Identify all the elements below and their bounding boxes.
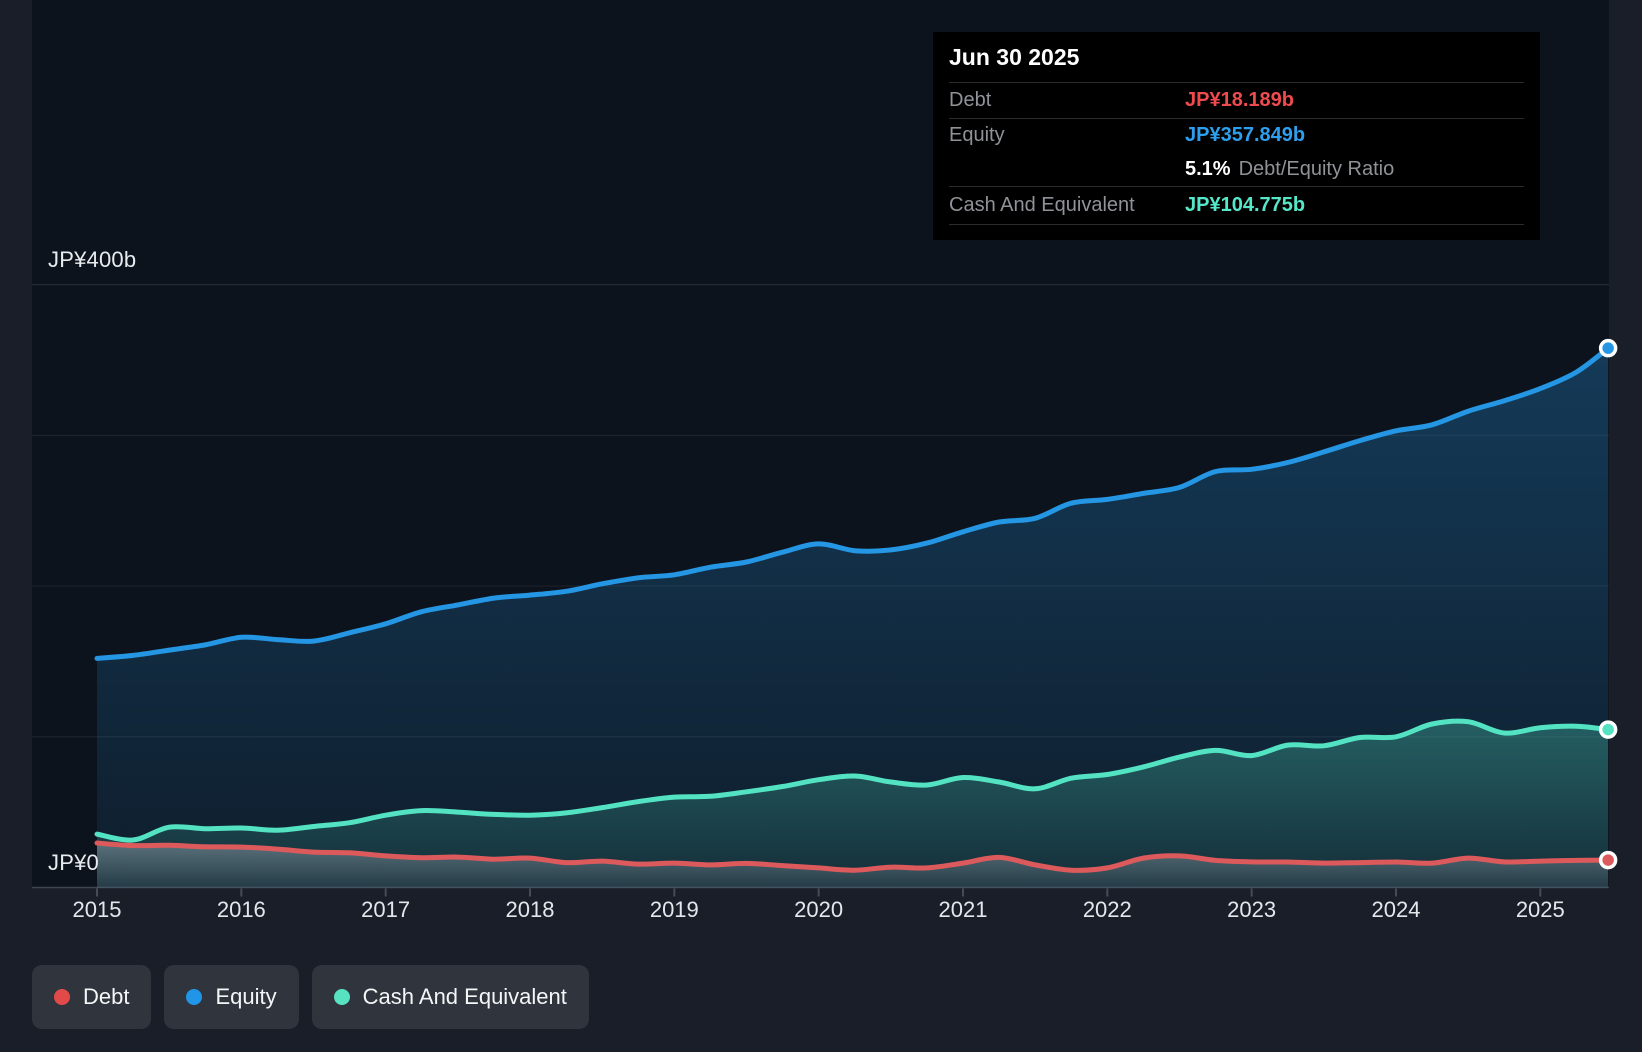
x-axis-label-2024: 2024	[1371, 897, 1421, 922]
tooltip-equity-value: JP¥357.849b	[1185, 124, 1306, 146]
hover-tooltip: Jun 30 2025 Debt JP¥18.189b Equity JP¥35…	[933, 32, 1540, 240]
tooltip-row-equity: Equity JP¥357.849b	[949, 118, 1524, 152]
debt-dot-icon	[54, 989, 70, 1005]
tooltip-row-cash: Cash And Equivalent JP¥104.775b	[949, 186, 1524, 225]
equity-line	[94, 345, 1611, 661]
y-axis-max-label: JP¥400b	[48, 247, 137, 272]
x-axis-label-2017: 2017	[361, 897, 411, 922]
legend-debt-label: Debt	[83, 984, 130, 1009]
x-axis-label-2021: 2021	[938, 897, 988, 922]
equity-dot-icon	[186, 989, 203, 1005]
legend-cash-label: Cash And Equivalent	[362, 984, 567, 1009]
legend-equity-label: Equity	[215, 984, 277, 1009]
debt-area	[97, 843, 1609, 888]
y-axis-zero-label: JP¥0	[48, 850, 99, 875]
debt-line	[94, 840, 1611, 873]
x-axis-label-2025: 2025	[1515, 897, 1565, 922]
x-axis-label-2018: 2018	[505, 897, 555, 922]
debt-endpoint-marker	[1598, 850, 1618, 870]
tooltip-debt-label: Debt	[949, 89, 992, 111]
cash-and-equivalent-line	[94, 718, 1611, 843]
cash-dot-icon	[333, 989, 350, 1005]
tooltip-cash-label: Cash And Equivalent	[949, 194, 1135, 216]
legend-item-equity[interactable]: Equity	[164, 965, 299, 1029]
x-axis-label-2015: 2015	[72, 897, 122, 922]
tooltip-debt-value: JP¥18.189b	[1185, 89, 1294, 111]
x-axis-label-2022: 2022	[1082, 897, 1132, 922]
tooltip-ratio-value: 5.1%	[1185, 157, 1231, 180]
tooltip-date: Jun 30 2025	[949, 44, 1080, 70]
x-axis-label-2019: 2019	[649, 897, 699, 922]
tooltip-row-ratio: 5.1% Debt/Equity Ratio	[949, 152, 1524, 186]
chart-legend: Debt Equity Cash And Equivalent	[32, 965, 589, 1029]
tooltip-equity-label: Equity	[949, 124, 1005, 146]
cash-and-equivalent-endpoint-marker	[1598, 720, 1618, 739]
equity-endpoint-marker	[1598, 338, 1618, 358]
legend-item-debt[interactable]: Debt	[32, 965, 152, 1029]
tooltip-row-debt: Debt JP¥18.189b	[949, 82, 1524, 118]
legend-item-cash[interactable]: Cash And Equivalent	[311, 965, 589, 1029]
tooltip-cash-value: JP¥104.775b	[1185, 194, 1306, 216]
x-axis-label-2016: 2016	[216, 897, 266, 922]
x-axis-label-2020: 2020	[794, 897, 844, 922]
tooltip-ratio-label: Debt/Equity Ratio	[1238, 157, 1395, 180]
x-axis-label-2023: 2023	[1227, 897, 1277, 922]
cash-and-equivalent-area	[97, 721, 1609, 888]
